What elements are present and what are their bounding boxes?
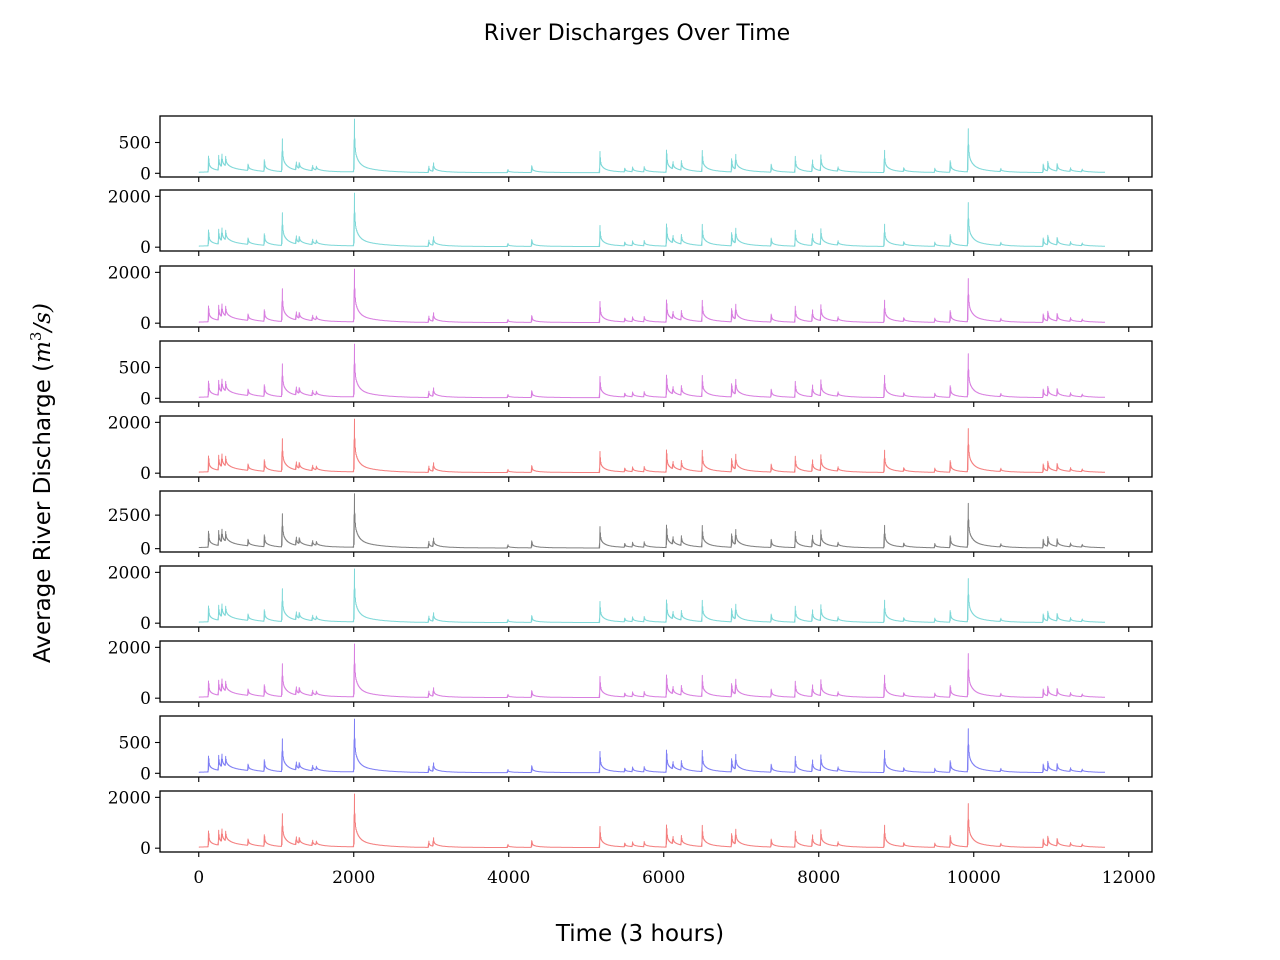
xtick-label-10000: 10000 <box>947 868 1001 888</box>
panel-7-ytick-label-0: 0 <box>140 614 151 634</box>
panel-3-ytick-label-2000: 2000 <box>108 263 151 283</box>
panel-6-ytick-label-0: 0 <box>140 540 151 560</box>
y-axis-label-unit-rest: /s) <box>30 303 56 334</box>
panel-9: 0 500 <box>119 715 1153 784</box>
panel-5: 0 2000 <box>108 413 1153 484</box>
xtick-label-4000: 4000 <box>487 868 530 888</box>
panel-9-ytick-label-500: 500 <box>119 733 151 753</box>
panel-3-ytick-label-0: 0 <box>140 314 151 334</box>
panel-10-ytick-label-0: 0 <box>140 839 151 859</box>
series-10-line <box>198 793 1106 848</box>
panel-1-ytick-label-500: 500 <box>119 133 151 153</box>
panel-2-ytick-label-0: 0 <box>140 238 151 258</box>
panel-4: 0 500 <box>119 340 1153 409</box>
series-4-line <box>198 343 1106 399</box>
panel-8: 0 2000 <box>108 638 1153 709</box>
panel-3: 0 2000 <box>108 263 1153 334</box>
xtick-label-12000: 12000 <box>1102 868 1156 888</box>
y-axis-label-unit-exp: 3 <box>27 332 45 342</box>
xtick-label-0: 0 <box>193 868 204 888</box>
panel-7: 0 2000 <box>108 563 1153 634</box>
series-8-line <box>198 643 1106 698</box>
panel-5-ytick-label-2000: 2000 <box>108 413 151 433</box>
panel-8-ytick-label-2000: 2000 <box>108 638 151 658</box>
panel-1-ytick-label-0: 0 <box>140 164 151 184</box>
x-axis: 0 2000 4000 6000 8000 10000 12000 <box>193 868 1155 888</box>
panel-9-ytick-label-0: 0 <box>140 764 151 784</box>
y-axis-label-unit-base: m <box>30 341 56 363</box>
panel-3-frame <box>159 265 1153 328</box>
y-axis-label-text: Average River Discharge ( <box>30 363 56 663</box>
series-6-line <box>198 493 1106 549</box>
series-9-line <box>198 718 1106 774</box>
panel-4-ytick-label-500: 500 <box>119 358 151 378</box>
series-3-line <box>198 268 1106 323</box>
panel-5-ytick-label-0: 0 <box>140 464 151 484</box>
panel-8-ytick-label-0: 0 <box>140 689 151 709</box>
series-5-line <box>198 418 1106 473</box>
y-axis-label: Average River Discharge (m3/s) <box>27 303 56 663</box>
series-2-line <box>198 192 1106 247</box>
series-1-line <box>198 118 1106 174</box>
panel-10-frame <box>159 790 1153 853</box>
panel-2: 0 2000 <box>108 187 1153 258</box>
panel-5-frame <box>159 415 1153 478</box>
panel-7-ytick-label-2000: 2000 <box>108 563 151 583</box>
series-7-line <box>198 568 1106 623</box>
xtick-label-6000: 6000 <box>642 868 685 888</box>
panel-2-frame <box>159 189 1153 252</box>
panel-7-frame <box>159 565 1153 628</box>
panel-6: 0 2500 <box>108 490 1153 560</box>
panel-10: 0 2000 <box>108 788 1153 859</box>
panel-8-frame <box>159 640 1153 703</box>
xtick-label-8000: 8000 <box>797 868 840 888</box>
panel-1: 0 500 <box>119 115 1153 184</box>
panel-4-ytick-label-0: 0 <box>140 389 151 409</box>
panel-6-ytick-label-2500: 2500 <box>108 506 151 526</box>
panel-2-ytick-label-2000: 2000 <box>108 187 151 207</box>
panel-9-frame <box>159 715 1153 778</box>
panel-6-frame <box>159 490 1153 553</box>
panel-10-ytick-label-2000: 2000 <box>108 788 151 808</box>
panels-group: 0 500 0 2000 0 2000 0 500 0 2000 0 2500 0 2000 0 2000 0 5… <box>108 115 1153 859</box>
xtick-label-2000: 2000 <box>332 868 375 888</box>
chart-title: River Discharges Over Time <box>484 21 790 46</box>
panel-4-frame <box>159 340 1153 403</box>
x-axis-label: Time (3 hours) <box>555 921 724 947</box>
panel-1-frame <box>159 115 1153 178</box>
